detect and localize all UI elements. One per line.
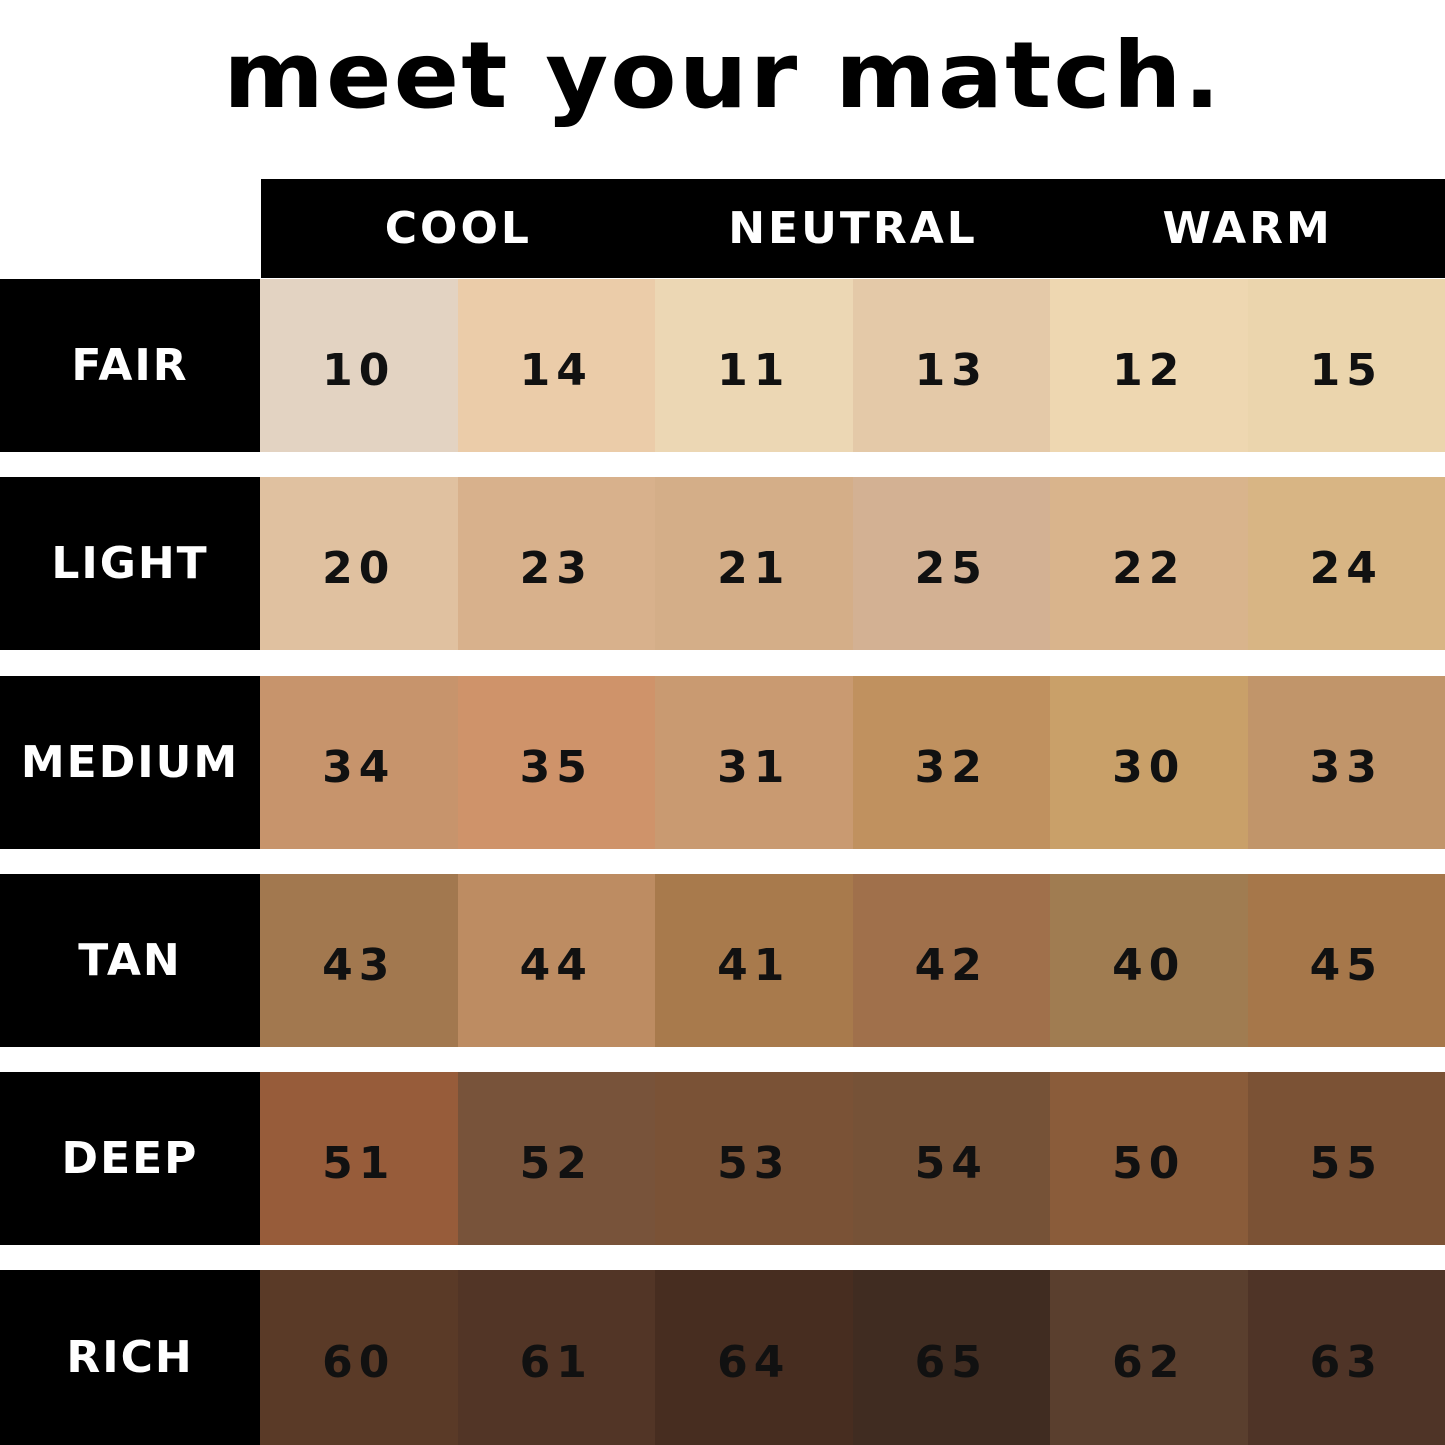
shade-swatch: 20 [260, 477, 458, 650]
shade-swatch: 30 [1050, 676, 1248, 849]
shade-swatch: 51 [260, 1072, 458, 1245]
shade-swatch: 14 [457, 279, 655, 452]
shade-swatch: 25 [852, 477, 1050, 650]
row-label: RICH [0, 1270, 260, 1445]
shade-row-medium: MEDIUM 34 35 31 32 30 33 [0, 676, 1445, 849]
shade-swatch: 44 [457, 874, 655, 1047]
page-title: meet your match. [0, 22, 1445, 129]
shade-swatch: 41 [655, 874, 853, 1047]
shade-swatch: 31 [655, 676, 853, 849]
shade-swatch: 50 [1050, 1072, 1248, 1245]
shade-swatch: 12 [1050, 279, 1248, 452]
shade-swatch: 55 [1247, 1072, 1445, 1245]
shade-swatch: 34 [260, 676, 458, 849]
row-label: TAN [0, 874, 260, 1047]
shade-row-rich: RICH 60 61 64 65 62 63 [0, 1270, 1445, 1445]
shade-swatch: 60 [260, 1270, 458, 1445]
shade-swatch: 22 [1050, 477, 1248, 650]
shade-row-light: LIGHT 20 23 21 25 22 24 [0, 477, 1445, 650]
undertone-header: COOL NEUTRAL WARM [261, 179, 1445, 278]
shade-swatch: 54 [852, 1072, 1050, 1245]
row-label: LIGHT [0, 477, 260, 650]
shade-row-fair: FAIR 10 14 11 13 12 15 [0, 279, 1445, 452]
shade-swatch: 45 [1247, 874, 1445, 1047]
row-label: MEDIUM [0, 676, 260, 849]
shade-swatch: 52 [457, 1072, 655, 1245]
shade-swatch: 33 [1247, 676, 1445, 849]
shade-swatch: 53 [655, 1072, 853, 1245]
shade-swatch: 64 [655, 1270, 853, 1445]
title-text: meet your match. [222, 22, 1223, 129]
column-header-warm: WARM [1162, 203, 1333, 254]
row-label: FAIR [0, 279, 260, 452]
shade-swatch: 15 [1247, 279, 1445, 452]
shade-swatch: 65 [852, 1270, 1050, 1445]
shade-swatch: 62 [1050, 1270, 1248, 1445]
shade-row-tan: TAN 43 44 41 42 40 45 [0, 874, 1445, 1047]
column-header-neutral: NEUTRAL [728, 203, 978, 254]
shade-swatch: 61 [457, 1270, 655, 1445]
shade-swatch: 40 [1050, 874, 1248, 1047]
shade-swatch: 10 [260, 279, 458, 452]
row-label: DEEP [0, 1072, 260, 1245]
shade-swatch: 63 [1247, 1270, 1445, 1445]
shade-swatch: 23 [457, 477, 655, 650]
shade-swatch: 24 [1247, 477, 1445, 650]
shade-swatch: 13 [852, 279, 1050, 452]
shade-row-deep: DEEP 51 52 53 54 50 55 [0, 1072, 1445, 1245]
shade-swatch: 43 [260, 874, 458, 1047]
shade-swatch: 21 [655, 477, 853, 650]
shade-swatch: 35 [457, 676, 655, 849]
shade-swatch: 32 [852, 676, 1050, 849]
shade-swatch: 42 [852, 874, 1050, 1047]
column-header-cool: COOL [384, 203, 532, 254]
shade-swatch: 11 [655, 279, 853, 452]
